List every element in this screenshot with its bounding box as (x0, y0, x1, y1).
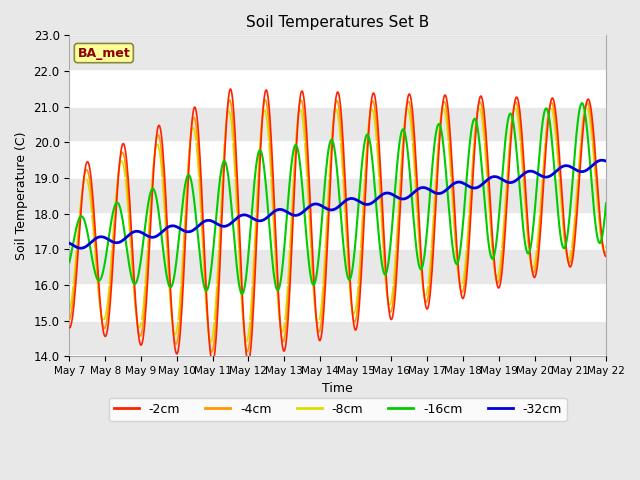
Bar (69, 36, 606, 71)
Bar (69, 107, 606, 143)
Y-axis label: Soil Temperature (C): Soil Temperature (C) (15, 132, 28, 260)
Bar (69, 214, 606, 249)
Bar (69, 71, 606, 107)
Bar (69, 285, 606, 321)
Legend: -2cm, -4cm, -8cm, -16cm, -32cm: -2cm, -4cm, -8cm, -16cm, -32cm (109, 398, 567, 420)
Bar (69, 143, 606, 178)
Text: BA_met: BA_met (77, 47, 130, 60)
Title: Soil Temperatures Set B: Soil Temperatures Set B (246, 15, 429, 30)
Bar (69, 249, 606, 285)
Bar (69, 178, 606, 214)
Bar (69, 321, 606, 356)
X-axis label: Time: Time (323, 382, 353, 395)
